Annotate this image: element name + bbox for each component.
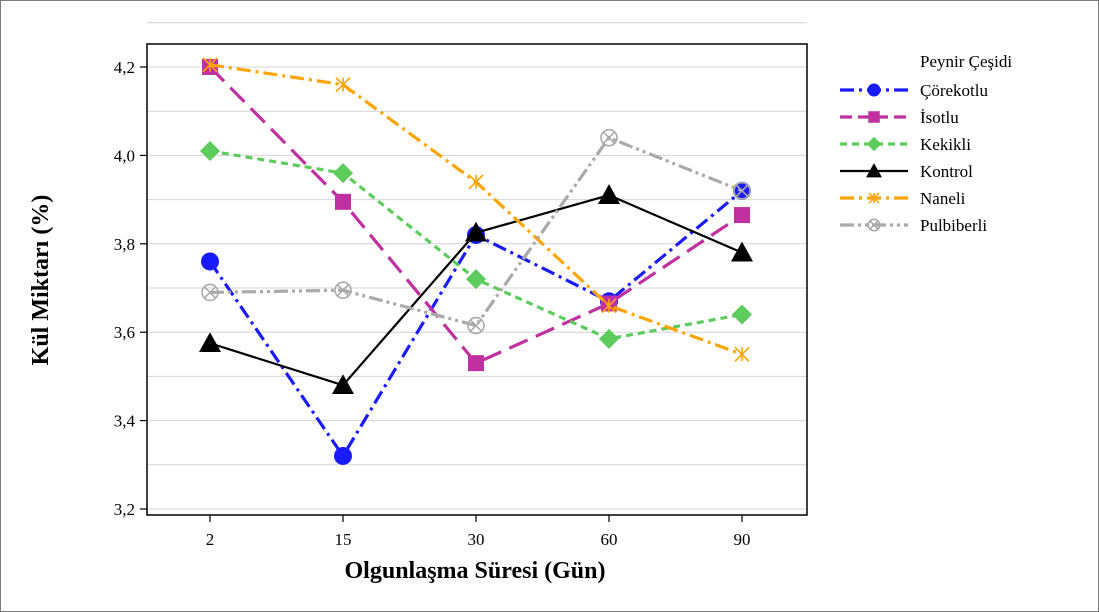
x-axis-title: Olgunlaşma Süresi (Gün) xyxy=(345,558,606,584)
data-point xyxy=(335,77,351,93)
data-point xyxy=(202,57,218,73)
series-line xyxy=(209,63,743,356)
data-point xyxy=(731,241,753,262)
legend-entry: Kekikli xyxy=(840,135,971,154)
data-point xyxy=(201,252,219,271)
data-point xyxy=(468,174,484,190)
y-tick-label: 3,2 xyxy=(114,500,135,519)
legend: Peynir Çeşidi Çörekotlu İsotlu Kekikli Kont… xyxy=(840,52,1012,235)
data-point xyxy=(868,111,880,123)
data-point xyxy=(733,181,751,200)
legend-label: Çörekotlu xyxy=(920,81,988,100)
y-axis-title: Kül Miktarı (%) xyxy=(28,195,54,366)
series-Kekikli xyxy=(200,140,752,349)
series-Naneli xyxy=(202,57,750,362)
series-İsotlu xyxy=(202,59,750,372)
legend-entry: Naneli xyxy=(840,189,966,208)
data-point xyxy=(868,192,880,204)
data-point xyxy=(201,283,219,302)
data-point xyxy=(334,446,352,465)
y-tick-label: 3,8 xyxy=(114,235,135,254)
legend-entry: Pulbiberli xyxy=(840,216,987,235)
y-axis-ticks: 3,2 3,4 3,6 3,8 4,0 4,2 xyxy=(114,58,147,519)
gridlines xyxy=(147,22,807,510)
data-point xyxy=(866,163,882,178)
y-tick-label: 3,6 xyxy=(114,323,135,342)
data-point xyxy=(334,281,352,300)
data-point xyxy=(467,316,485,335)
data-point xyxy=(599,328,619,349)
data-point xyxy=(734,207,750,224)
series-line xyxy=(209,135,743,328)
y-tick-label: 4,0 xyxy=(114,146,135,165)
x-axis-ticks: 2 15 30 60 90 xyxy=(206,515,751,549)
legend-label: İsotlu xyxy=(920,108,959,127)
data-point xyxy=(732,304,752,325)
legend-label: Kekikli xyxy=(920,135,971,154)
data-point xyxy=(598,184,620,204)
data-point xyxy=(200,140,220,161)
y-tick-label: 4,2 xyxy=(114,58,135,77)
series-line xyxy=(208,65,743,366)
data-point xyxy=(866,136,882,152)
legend-entry: Çörekotlu xyxy=(840,81,988,100)
data-point xyxy=(332,374,354,395)
data-point xyxy=(734,346,750,362)
legend-label: Pulbiberli xyxy=(920,216,987,235)
x-tick-label: 2 xyxy=(206,530,215,549)
x-tick-label: 60 xyxy=(601,530,618,549)
legend-title: Peynir Çeşidi xyxy=(920,52,1012,71)
data-point xyxy=(867,218,881,232)
series-layer xyxy=(199,57,753,465)
plot-area xyxy=(146,43,808,516)
y-tick-label: 3,4 xyxy=(114,412,136,431)
series-Kontrol xyxy=(199,184,753,395)
legend-label: Kontrol xyxy=(920,162,973,181)
series-Pulbiberli xyxy=(201,128,751,335)
data-point xyxy=(333,163,353,184)
data-point xyxy=(867,83,881,97)
data-point xyxy=(601,298,617,314)
x-tick-label: 30 xyxy=(468,530,485,549)
x-tick-label: 15 xyxy=(335,530,352,549)
data-point xyxy=(600,128,618,147)
data-point xyxy=(335,193,351,210)
x-tick-label: 90 xyxy=(734,530,751,549)
data-point xyxy=(466,269,486,290)
data-point xyxy=(468,355,484,372)
legend-entry: İsotlu xyxy=(840,108,959,127)
data-point xyxy=(199,332,221,353)
data-point xyxy=(465,221,487,242)
legend-entry: Kontrol xyxy=(840,162,973,181)
legend-label: Naneli xyxy=(920,189,966,208)
